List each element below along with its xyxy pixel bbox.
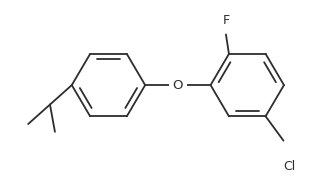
Text: F: F: [222, 14, 230, 27]
Text: O: O: [173, 79, 183, 92]
Text: Cl: Cl: [284, 160, 296, 173]
